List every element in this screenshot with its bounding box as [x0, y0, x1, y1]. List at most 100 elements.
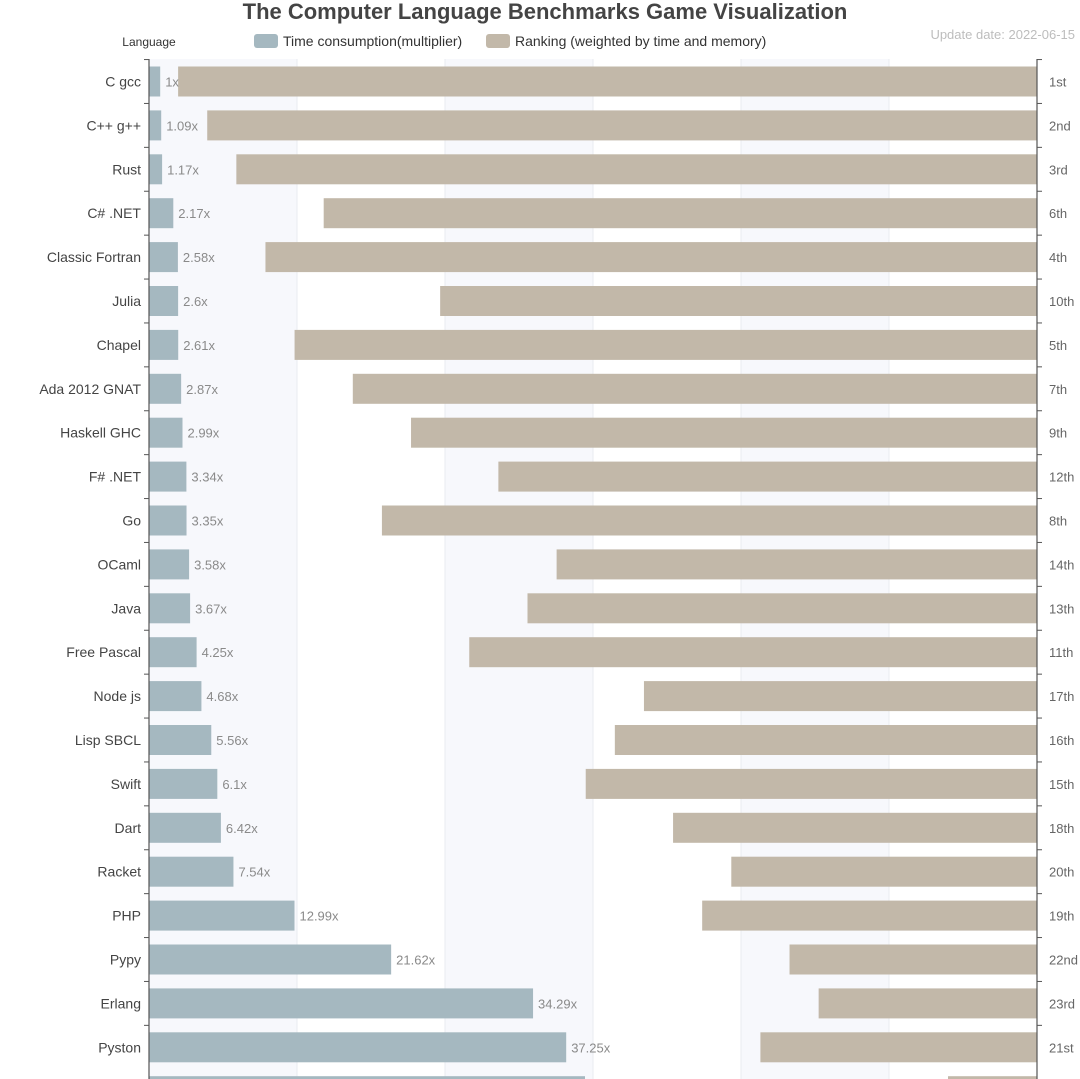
time-value-label: 3.58x — [194, 557, 226, 572]
time-value-label: 3.67x — [195, 601, 227, 616]
time-bar[interactable] — [149, 856, 234, 887]
category-label: Haskell GHC — [60, 425, 141, 441]
rank-value-label: 6th — [1049, 206, 1067, 221]
legend-swatch-time[interactable] — [254, 34, 278, 48]
ranking-bar[interactable] — [731, 856, 1037, 887]
category-label: F# .NET — [89, 469, 142, 485]
ranking-bar[interactable] — [469, 637, 1037, 668]
category-label: Node js — [94, 688, 141, 704]
rank-value-label: 7th — [1049, 382, 1067, 397]
ranking-bar[interactable] — [352, 373, 1037, 404]
time-bar[interactable] — [149, 286, 179, 316]
rank-value-label: 12th — [1049, 470, 1074, 485]
time-bar[interactable] — [149, 681, 202, 712]
category-label: Go — [122, 513, 141, 529]
rank-value-label: 17th — [1049, 689, 1074, 704]
time-bar[interactable] — [149, 373, 182, 404]
labels: C gcc 1x 1st C++ g++ 1.09x 2nd Rust 1.17x 3rd C# … — [39, 74, 1078, 1056]
time-bar[interactable] — [149, 154, 163, 185]
category-label: Free Pascal — [66, 644, 141, 660]
ranking-bar[interactable] — [614, 725, 1037, 755]
time-bar[interactable] — [149, 110, 162, 141]
ranking-bar[interactable] — [673, 812, 1037, 843]
ranking-bar[interactable] — [643, 681, 1037, 712]
ranking-bar[interactable] — [527, 593, 1037, 624]
time-bar[interactable] — [149, 768, 218, 799]
ranking-bar[interactable] — [556, 549, 1037, 580]
time-bar[interactable] — [149, 242, 178, 273]
time-bar[interactable] — [149, 198, 174, 229]
ranking-bar[interactable] — [207, 110, 1038, 141]
time-bar[interactable] — [149, 944, 392, 975]
ranking-bar[interactable] — [381, 505, 1037, 536]
rank-value-label: 20th — [1049, 865, 1074, 880]
time-bar[interactable] — [149, 988, 534, 1019]
time-bar[interactable] — [149, 812, 221, 843]
ranking-bar[interactable] — [265, 242, 1038, 273]
time-bar[interactable] — [149, 725, 212, 755]
rank-value-label: 9th — [1049, 426, 1067, 441]
time-value-label: 2.58x — [183, 250, 215, 265]
time-bar[interactable] — [149, 329, 179, 360]
category-label: Julia — [112, 293, 141, 309]
time-value-label: 2.17x — [178, 206, 210, 221]
rank-value-label: 8th — [1049, 514, 1067, 529]
ranking-bar[interactable] — [294, 329, 1038, 360]
category-label: Classic Fortran — [47, 249, 141, 265]
rank-value-label: 21st — [1049, 1040, 1074, 1055]
category-label: Pypy — [110, 952, 141, 968]
legend-label-ranking[interactable]: Ranking (weighted by time and memory) — [515, 33, 766, 49]
rank-value-label: 23rd — [1049, 996, 1075, 1011]
time-value-label: 2.61x — [183, 338, 215, 353]
time-value-label: 2.6x — [183, 294, 208, 309]
time-value-label: 7.54x — [238, 865, 270, 880]
ranking-bar[interactable] — [760, 1032, 1037, 1063]
ranking-bar[interactable] — [323, 198, 1037, 229]
rank-value-label: 14th — [1049, 557, 1074, 572]
category-label: C# .NET — [87, 205, 141, 221]
time-value-label: 3.34x — [191, 470, 223, 485]
time-value-label: 4.68x — [206, 689, 238, 704]
ranking-series-bars — [178, 66, 1038, 1079]
time-bar[interactable] — [149, 417, 183, 448]
ranking-bar[interactable] — [818, 988, 1037, 1019]
category-label: Pyston — [98, 1039, 141, 1055]
time-bar[interactable] — [149, 66, 161, 97]
category-label: Chapel — [97, 337, 141, 353]
time-bar[interactable] — [149, 593, 191, 624]
chart-title: The Computer Language Benchmarks Game Vi… — [243, 0, 848, 24]
time-bar[interactable] — [149, 900, 295, 931]
ranking-bar[interactable] — [440, 286, 1037, 316]
ranking-bar[interactable] — [702, 900, 1037, 931]
rank-value-label: 4th — [1049, 250, 1067, 265]
category-label: Rust — [112, 161, 141, 177]
rank-value-label: 2nd — [1049, 118, 1071, 133]
update-date: Update date: 2022-06-15 — [930, 27, 1075, 42]
time-value-label: 1.17x — [167, 162, 199, 177]
ranking-bar[interactable] — [178, 66, 1038, 97]
ranking-bar-partial — [948, 1076, 1037, 1079]
time-series-bars — [149, 66, 585, 1079]
ranking-bar[interactable] — [498, 461, 1037, 492]
time-bar[interactable] — [149, 549, 190, 580]
ranking-bar[interactable] — [789, 944, 1037, 975]
time-bar[interactable] — [149, 637, 197, 668]
time-bar[interactable] — [149, 505, 187, 536]
time-value-label: 3.35x — [192, 514, 224, 529]
category-label: Ada 2012 GNAT — [39, 381, 141, 397]
time-bar[interactable] — [149, 461, 187, 492]
ranking-bar[interactable] — [236, 154, 1038, 185]
time-value-label: 2.87x — [186, 382, 218, 397]
ranking-bar[interactable] — [585, 768, 1037, 799]
ranking-bar[interactable] — [411, 417, 1037, 448]
time-value-label: 37.25x — [571, 1040, 611, 1055]
category-label: Java — [111, 600, 141, 616]
time-value-label: 1x — [165, 75, 179, 90]
time-bar[interactable] — [149, 1032, 567, 1063]
rank-value-label: 19th — [1049, 909, 1074, 924]
category-label: C gcc — [105, 74, 141, 90]
rank-value-label: 1st — [1049, 75, 1067, 90]
legend-swatch-ranking[interactable] — [486, 34, 510, 48]
rank-value-label: 18th — [1049, 821, 1074, 836]
legend-label-time[interactable]: Time consumption(multiplier) — [283, 33, 462, 49]
